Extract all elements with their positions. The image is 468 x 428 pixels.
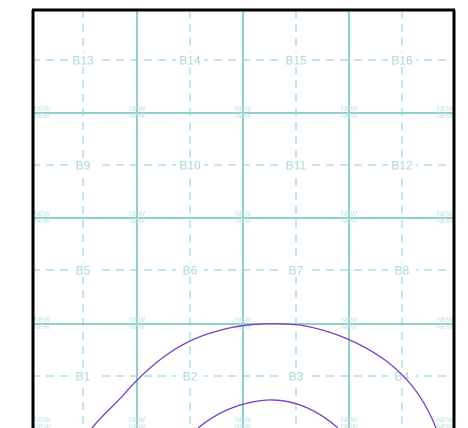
watermark-text: NEW <box>437 417 454 424</box>
watermark-text: NEW <box>341 113 358 120</box>
watermark-text: NEW <box>235 417 252 424</box>
watermark-text: NEW <box>341 317 358 324</box>
cell-label-bg <box>388 158 416 172</box>
cell-label-b1: B1 <box>76 370 91 384</box>
cell-label-bg <box>176 263 204 277</box>
watermark-text: NEW <box>437 113 454 120</box>
cell-label-bg <box>69 369 97 383</box>
watermark-text: NEW <box>235 324 252 331</box>
cell-label-b3: B3 <box>289 370 304 384</box>
major-grid <box>32 10 454 428</box>
watermark-text: NEW <box>235 211 252 218</box>
watermark-text: NEW <box>341 424 358 428</box>
cell-label-b12: B12 <box>391 159 413 173</box>
cell-label-bg <box>282 263 310 277</box>
cell-label-b14: B14 <box>179 54 201 68</box>
watermark-text: NEW <box>437 324 454 331</box>
watermark-text: NEW <box>235 106 252 113</box>
watermark-text: NEW <box>437 424 454 428</box>
watermark-text: NEW <box>129 113 146 120</box>
cell-label-b6: B6 <box>183 264 198 278</box>
watermark-text: NEW <box>34 211 51 218</box>
cell-label-b7: B7 <box>289 264 304 278</box>
watermark-text: NEW <box>129 218 146 225</box>
cell-label-bg <box>388 53 416 67</box>
cell-label-bg <box>282 369 310 383</box>
cell-label-bg <box>176 369 204 383</box>
cell-label-b15: B15 <box>285 54 307 68</box>
watermark-text: NEW <box>341 417 358 424</box>
cell-labels: B13 B14 B15 B16 B9 B10 B11 B12 B5 B6 B7 B8 B1 B2 B3 B4 <box>69 53 416 384</box>
watermark-text: NEW <box>437 218 454 225</box>
cell-label-b10: B10 <box>179 159 201 173</box>
left-margin <box>0 0 32 428</box>
watermark-text: NEW <box>129 424 146 428</box>
watermark-text: NEW <box>235 424 252 428</box>
watermark-text: NEW <box>129 324 146 331</box>
watermark-text: NEW <box>34 424 51 428</box>
watermark-text: NEW <box>235 218 252 225</box>
cell-label-b11: B11 <box>286 159 307 173</box>
cell-label-b4: B4 <box>395 370 410 384</box>
watermark-text: NEW <box>341 324 358 331</box>
cell-label-bg <box>282 158 310 172</box>
cell-label-b8: B8 <box>395 264 410 278</box>
cell-label-bg <box>282 53 310 67</box>
watermark-text: NEW <box>129 417 146 424</box>
cell-label-bg <box>176 158 204 172</box>
watermark-text: NEW <box>437 317 454 324</box>
watermark-text: NEW <box>129 317 146 324</box>
watermark-text: NEW <box>34 317 51 324</box>
cell-label-bg <box>176 53 204 67</box>
watermark-text: NEW <box>129 106 146 113</box>
cell-label-bg <box>388 369 416 383</box>
contour-line-inner <box>197 399 339 428</box>
cell-label-b5: B5 <box>76 264 91 278</box>
cell-label-bg <box>69 158 97 172</box>
watermark-text: NEW <box>34 324 51 331</box>
cell-label-b13: B13 <box>72 54 94 68</box>
watermark-text: NEW <box>341 106 358 113</box>
watermark-text: NEW <box>34 417 51 424</box>
cell-label-b2: B2 <box>183 370 198 384</box>
watermark-text: NEW <box>341 211 358 218</box>
watermark-text: NEW <box>235 317 252 324</box>
watermark-text: NEW <box>437 211 454 218</box>
watermark-text: NEW <box>129 211 146 218</box>
cell-label-bg <box>69 53 97 67</box>
cell-label-bg <box>388 263 416 277</box>
watermark-text: NEW <box>341 218 358 225</box>
watermark-text: NEW <box>34 113 51 120</box>
watermark-layer: NEWNEWNEWNEWNEWNEWNEWNEWNEWNEWNEWNEWNEWN… <box>34 106 454 428</box>
contour-line-outer <box>91 323 437 428</box>
watermark-text: NEW <box>235 113 252 120</box>
cell-label-b16: B16 <box>391 54 413 68</box>
watermark-text: NEW <box>34 218 51 225</box>
watermark-text: NEW <box>437 106 454 113</box>
watermark-text: NEW <box>34 106 51 113</box>
cell-label-bg <box>69 263 97 277</box>
cell-label-b9: B9 <box>76 159 91 173</box>
